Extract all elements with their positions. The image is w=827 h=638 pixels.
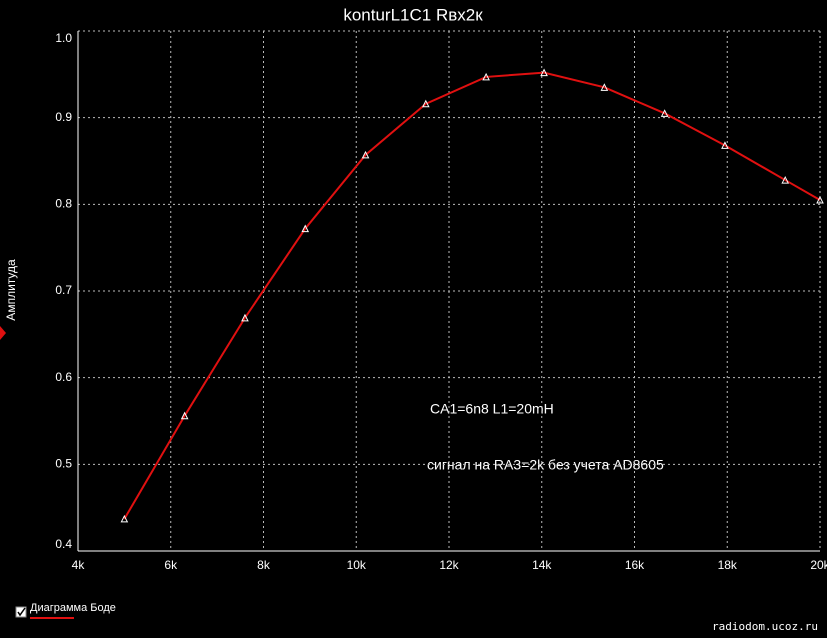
data-point: [241, 313, 249, 322]
y-tick-label: 0.6: [55, 370, 72, 384]
annotation: CA1=6n8 L1=20mH: [430, 401, 554, 417]
y-tick-label: 0.8: [55, 197, 72, 211]
x-tick-label: 18k: [718, 558, 738, 572]
y-tick-label: 0.9: [55, 110, 72, 124]
x-tick-label: 16k: [625, 558, 645, 572]
x-tick-label: 14k: [532, 558, 552, 572]
x-tick-label: 8k: [257, 558, 271, 572]
data-point: [120, 514, 129, 523]
data-point: [781, 175, 790, 184]
data-point: [482, 72, 490, 81]
data-point: [721, 141, 729, 149]
y-tick-label: 1.0: [55, 31, 72, 45]
data-point: [660, 109, 669, 117]
data-point: [600, 83, 609, 91]
x-tick-label: 6k: [164, 558, 178, 572]
y-tick-label: 0.5: [55, 457, 72, 471]
y-tick-label: 0.4: [55, 537, 72, 551]
watermark: radiodom.ucoz.ru: [712, 620, 818, 633]
y-axis-label: Амплитуда: [4, 259, 18, 321]
data-point: [361, 150, 370, 159]
data-point: [180, 411, 189, 420]
x-tick-label: 12k: [439, 558, 459, 572]
x-tick-label: 4k: [72, 558, 86, 572]
y-tick-label: 0.7: [55, 283, 72, 297]
legend-checkbox[interactable]: [15, 606, 27, 618]
x-tick-label: 20k: [810, 558, 827, 572]
data-point: [540, 68, 548, 77]
annotation: сигнал на RA3=2k без учета AD8605: [427, 457, 664, 473]
cursor-marker: [0, 326, 6, 340]
data-point: [422, 99, 430, 108]
series-line: [123, 71, 821, 520]
legend-label[interactable]: Диаграмма Боде: [30, 602, 116, 614]
data-point: [816, 195, 824, 204]
data-point: [301, 224, 310, 233]
x-tick-label: 10k: [347, 558, 367, 572]
checkmark: [17, 607, 26, 617]
chart-title: konturL1C1 Rвх2к: [343, 5, 483, 24]
